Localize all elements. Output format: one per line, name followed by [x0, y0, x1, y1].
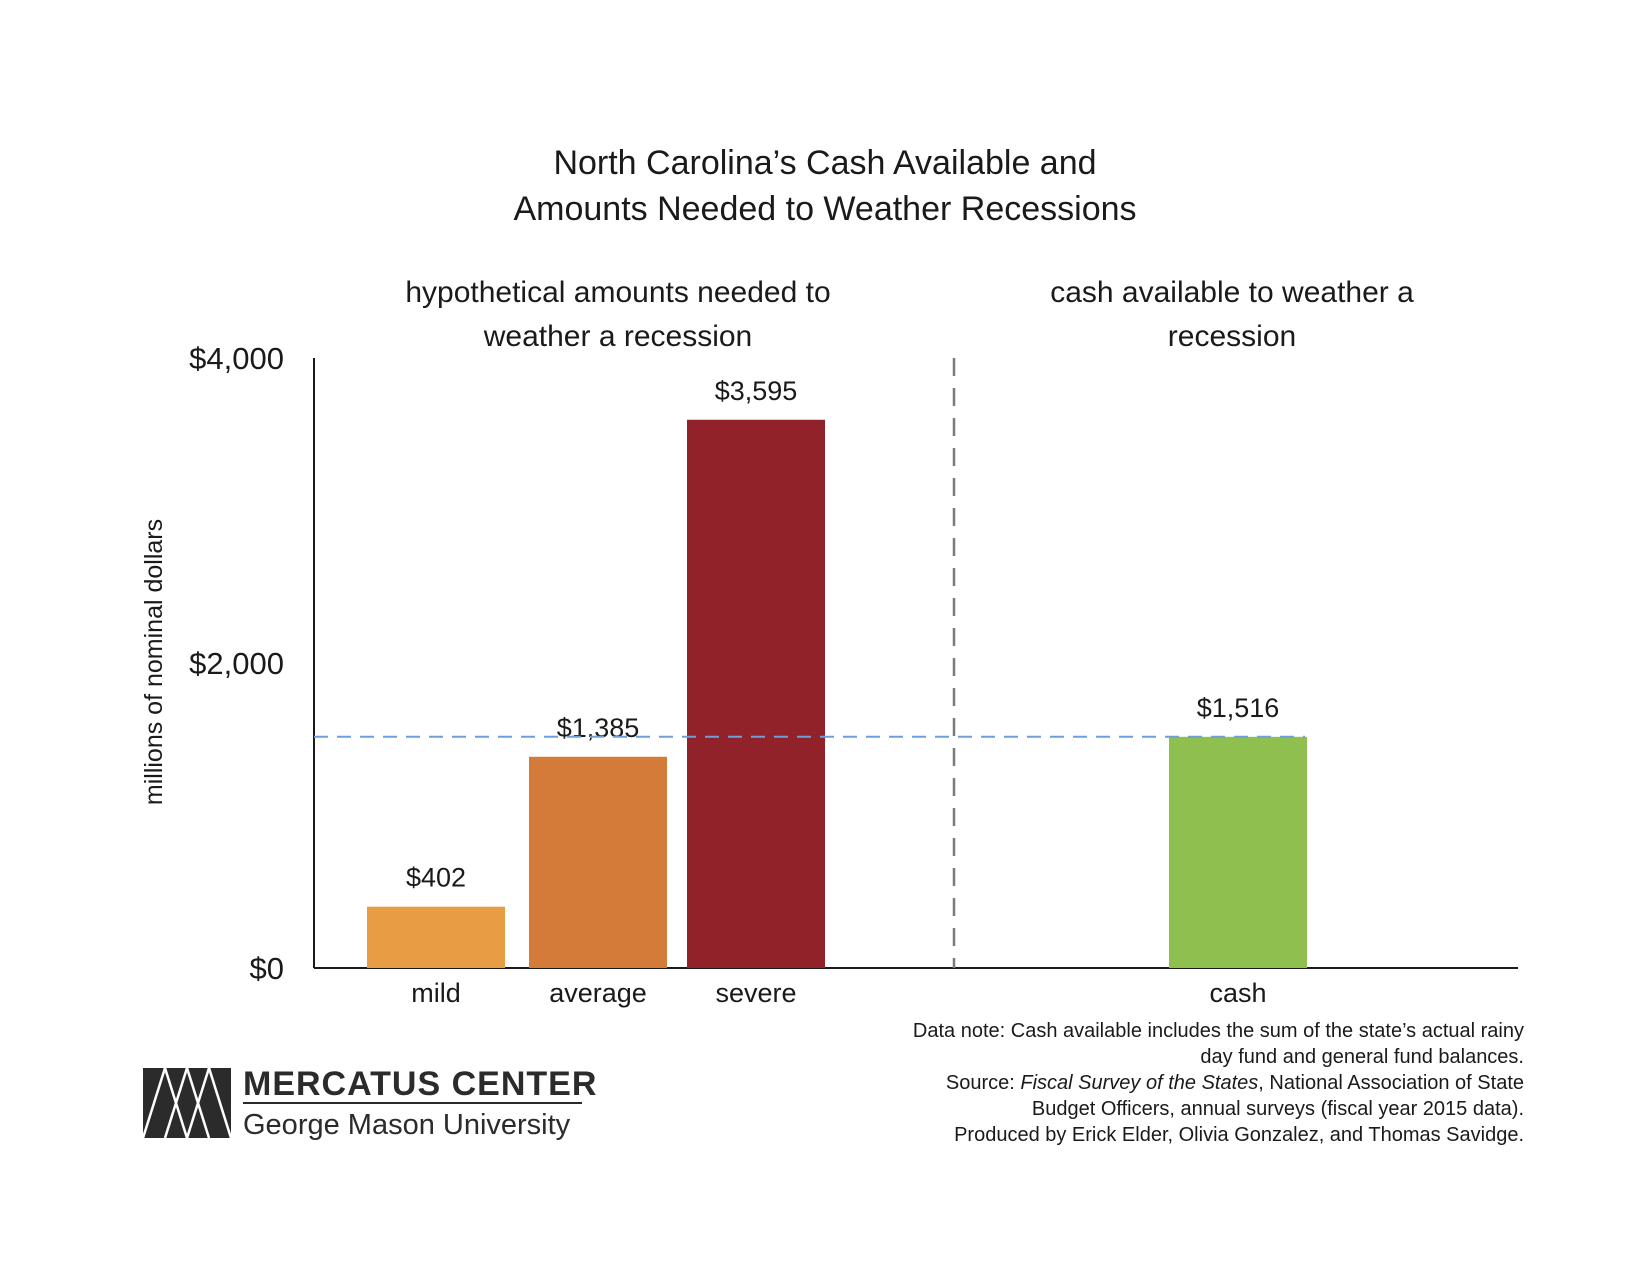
credits-line: Produced by Erick Elder, Olivia Gonzalez… — [954, 1124, 1524, 1146]
category-label-mild: mild — [411, 978, 461, 1008]
bars: $402 mild $1,385 average $3,595 severe $1,516 c… — [367, 376, 1307, 1008]
data-note-line-2: day fund and general fund balances. — [1200, 1046, 1524, 1068]
mercatus-logo: MERCATUS CENTER George Mason University — [141, 1065, 597, 1141]
source-line: Source: Fiscal Survey of the States, Nat… — [946, 1072, 1524, 1094]
chart-title-line-2: Amounts Needed to Weather Recessions — [513, 190, 1136, 228]
source-prefix: Source: — [946, 1072, 1020, 1094]
source-title: Fiscal Survey of the States — [1020, 1072, 1258, 1094]
y-tick-label: $2,000 — [189, 646, 284, 681]
category-label-average: average — [549, 978, 647, 1008]
panel-left-header-line-1: hypothetical amounts needed to — [405, 276, 830, 309]
panel-right-header-line-2: recession — [1168, 320, 1296, 353]
bar-cash — [1169, 736, 1307, 968]
value-label-average: $1,385 — [557, 713, 640, 743]
mercatus-logo-mark — [141, 1067, 233, 1139]
y-tick-label: $4,000 — [189, 341, 284, 376]
y-axis-label: millions of nominal dollars — [140, 519, 168, 805]
y-tick-label: $0 — [250, 951, 284, 986]
logo-university: George Mason University — [243, 1109, 571, 1141]
value-label-mild: $402 — [406, 863, 466, 893]
category-label-cash: cash — [1209, 978, 1266, 1008]
panel-right-header-line-1: cash available to weather a — [1050, 276, 1414, 309]
bar-average — [529, 756, 667, 968]
source-line-2: Budget Officers, annual surveys (fiscal … — [1032, 1098, 1524, 1120]
bar-mild — [367, 906, 505, 968]
logo-name: MERCATUS CENTER — [243, 1065, 597, 1103]
category-label-severe: severe — [715, 978, 796, 1008]
bar-severe — [687, 419, 825, 968]
y-ticks: $0 $2,000 $4,000 — [189, 341, 284, 986]
value-label-cash: $1,516 — [1197, 693, 1280, 723]
value-label-severe: $3,595 — [715, 376, 798, 406]
chart-title-line-1: North Carolina’s Cash Available and — [553, 144, 1096, 182]
panel-left-header-line-2: weather a recession — [483, 320, 752, 353]
source-suffix: , National Association of State — [1258, 1072, 1524, 1094]
data-note-line-1: Data note: Cash available includes the s… — [913, 1020, 1524, 1042]
